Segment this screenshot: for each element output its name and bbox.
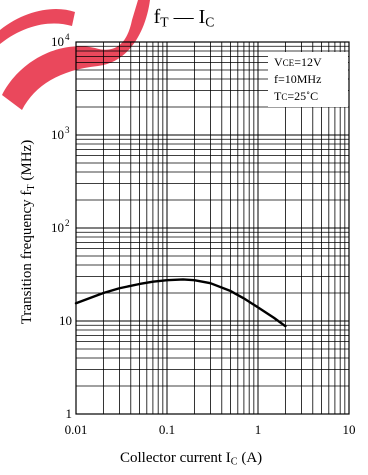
y-tick-label: 10 bbox=[51, 127, 64, 142]
title-dash: — bbox=[173, 6, 194, 28]
condition-vce: VCE=12V bbox=[274, 55, 322, 69]
x-tick-labels: 0.01 0.1 1 10 bbox=[65, 422, 356, 437]
x-tick-label: 10 bbox=[343, 422, 356, 437]
plot-frame bbox=[75, 41, 350, 415]
y-tick-label: 1 bbox=[66, 406, 73, 421]
y-axis-label: Transition frequency fT (MHz) bbox=[19, 139, 37, 325]
y-tick-label: 10 bbox=[51, 34, 64, 49]
x-tick-label: 0.1 bbox=[159, 422, 175, 437]
y-tick-exponent: 2 bbox=[65, 218, 70, 228]
y-tick-label: 10 bbox=[51, 220, 64, 235]
grid bbox=[76, 42, 349, 414]
title-main: f bbox=[153, 6, 161, 28]
title-main-sub: T bbox=[160, 14, 169, 30]
x-tick-label: 1 bbox=[255, 422, 262, 437]
conditions-legend: VCE=12V f=10MHz TC=25˚C bbox=[268, 52, 348, 107]
series-group bbox=[74, 278, 287, 328]
title-right: I bbox=[198, 6, 206, 28]
x-axis-label: Collector current IC (A) bbox=[120, 450, 263, 468]
series-line bbox=[74, 278, 287, 328]
chart-title: fT — IC bbox=[0, 6, 368, 30]
y-tick-label: 10 bbox=[59, 313, 72, 328]
x-tick-label: 0.01 bbox=[65, 422, 88, 437]
y-tick-exponent: 3 bbox=[65, 125, 70, 135]
title-right-sub: C bbox=[205, 14, 215, 30]
condition-frequency: f=10MHz bbox=[274, 72, 322, 86]
condition-tc: TC=25˚C bbox=[274, 89, 319, 103]
plot-border bbox=[75, 41, 350, 415]
y-tick-exponent: 4 bbox=[65, 32, 70, 42]
